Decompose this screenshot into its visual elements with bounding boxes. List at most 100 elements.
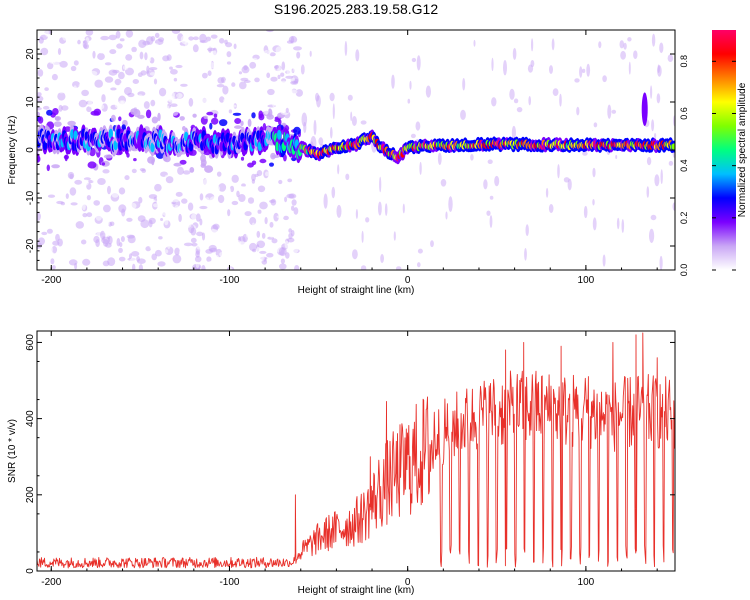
heat-cell (96, 75, 102, 79)
heat-cell (332, 103, 335, 120)
heat-cell (503, 30, 506, 39)
heat-cell (256, 247, 261, 255)
heat-cell (154, 32, 160, 39)
heat-cell (173, 77, 178, 82)
heat-cell (506, 219, 510, 228)
heat-cell (545, 187, 549, 198)
heat-cell (233, 59, 240, 63)
heat-cell (265, 171, 269, 177)
heat-cell (222, 85, 229, 95)
heat-cell (258, 110, 264, 119)
heat-cell (103, 154, 113, 159)
spectrogram-y-ticks: -20 -10 0 10 20 (25, 29, 675, 271)
heat-cell (152, 176, 158, 181)
heat-cell (191, 61, 195, 66)
heat-cell (259, 158, 267, 164)
heat-cell (269, 52, 276, 57)
heat-cell (217, 194, 225, 204)
heat-cell (300, 64, 305, 75)
heat-cell (460, 109, 466, 120)
heat-cell (51, 246, 58, 254)
heat-cell (180, 35, 189, 45)
heat-cell (113, 213, 119, 220)
heat-cell (161, 67, 166, 72)
heat-cell (511, 125, 516, 140)
heat-cell (257, 209, 262, 214)
heat-cell (586, 256, 591, 270)
heat-cell (650, 85, 653, 99)
heat-cell (131, 251, 140, 257)
colorbar-ticks: 0.0 0.2 0.4 0.6 0.8 (679, 55, 736, 276)
heat-cell (254, 77, 260, 83)
heat-cell (118, 256, 126, 262)
heat-cell (187, 73, 197, 83)
heat-cell (81, 239, 87, 245)
heat-cell (138, 196, 143, 204)
heat-cell (229, 224, 233, 233)
heat-cell (290, 80, 299, 85)
heat-cell (206, 111, 214, 116)
y-tick-label: 10 (25, 96, 36, 108)
heat-cell (56, 200, 64, 205)
heat-cell (104, 62, 112, 66)
heat-cell (350, 111, 353, 122)
heat-cell (448, 196, 453, 212)
heat-cell (104, 76, 114, 83)
heat-cell (46, 164, 50, 172)
heat-cell (249, 72, 256, 80)
heat-cell (199, 218, 203, 226)
heat-cell (291, 205, 295, 211)
heat-cell (646, 157, 652, 166)
heat-cell (88, 90, 94, 99)
heat-cell (191, 67, 200, 76)
heat-cell (286, 186, 291, 193)
heat-cell (175, 64, 183, 69)
heat-cell (243, 100, 252, 105)
heat-cell (39, 191, 48, 196)
heat-cell (171, 30, 181, 34)
colorbar-gradient (712, 30, 736, 270)
heat-cell (85, 30, 94, 36)
heat-cell (281, 33, 287, 39)
heat-cell (244, 211, 252, 217)
heat-cell (238, 71, 243, 75)
heat-cell (445, 211, 448, 220)
heat-cell (192, 36, 199, 41)
heat-cell (119, 38, 125, 42)
heat-cell (378, 201, 382, 216)
heat-cell (185, 221, 192, 228)
heat-cell (284, 196, 288, 203)
heat-cell (205, 36, 211, 42)
heat-cell (206, 256, 212, 263)
heat-cell (524, 173, 531, 178)
heat-cell (118, 204, 127, 213)
heat-cell (280, 80, 288, 85)
heat-cell (222, 261, 228, 267)
heat-cell (170, 69, 178, 75)
heat-cell (257, 89, 262, 96)
heat-cell (40, 47, 49, 56)
heat-cell (291, 199, 297, 206)
heat-cell (159, 87, 167, 97)
heat-cell (245, 191, 251, 196)
heat-cell (192, 113, 197, 118)
heat-cell (407, 98, 411, 104)
heat-cell (65, 209, 74, 214)
y-tick-label: -10 (25, 190, 36, 205)
heat-cell (133, 107, 138, 112)
heat-cell (288, 228, 293, 233)
heat-cell (243, 64, 248, 71)
heat-cell (190, 81, 196, 86)
heat-cell (46, 262, 51, 269)
heat-cell (280, 72, 285, 77)
heat-cell (252, 47, 256, 54)
heat-cell (276, 223, 283, 230)
heat-cell (74, 179, 83, 185)
heat-cell (298, 84, 303, 89)
heat-cell (226, 51, 232, 58)
heat-cell (301, 112, 308, 127)
heat-cell (38, 201, 47, 208)
heat-cell (190, 237, 197, 243)
heat-cell (384, 203, 388, 216)
heat-cell (259, 201, 268, 210)
